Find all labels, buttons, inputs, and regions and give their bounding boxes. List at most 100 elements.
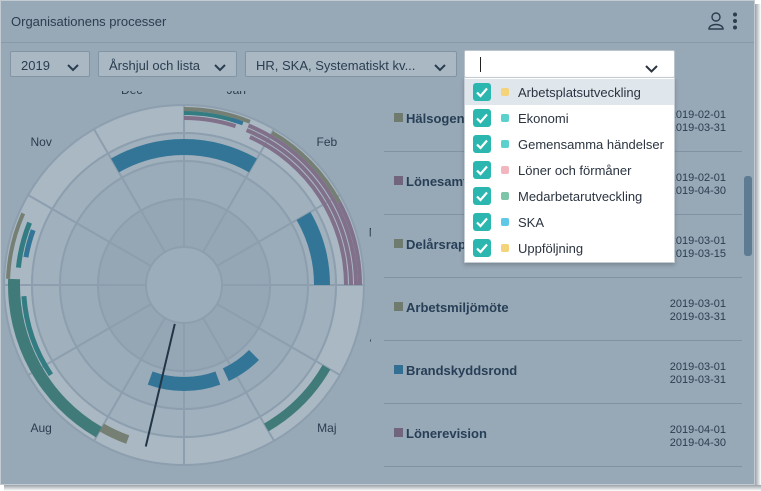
category-option-label: Medarbetarutveckling <box>518 189 643 204</box>
panel-shadow <box>4 485 761 491</box>
month-label: Nov <box>30 135 51 149</box>
process-row[interactable]: Arbetsmiljömöte 2019-03-01 2019-03-31 <box>384 278 742 341</box>
process-name[interactable]: Arbetsmiljömöte <box>406 300 509 315</box>
process-color-swatch <box>394 113 403 122</box>
process-start-date: 2019-02-01 <box>669 172 726 184</box>
kebab-menu-icon[interactable] <box>732 12 738 35</box>
text-caret <box>480 57 481 72</box>
process-row[interactable]: Lönerevision 2019-04-01 2019-04-30 <box>384 404 742 467</box>
category-option[interactable]: Löner och förmåner <box>465 157 674 183</box>
category-color-swatch <box>501 114 509 122</box>
wheel-event-arc <box>99 423 130 444</box>
process-color-swatch <box>394 365 403 374</box>
category-option[interactable]: Gemensamma händelser <box>465 131 674 157</box>
filter-toolbar: 2019 Årshjul och lista HR, SKA, Systemat… <box>1 43 754 86</box>
month-label: Dec <box>121 91 142 97</box>
wheel-event-arc <box>21 296 54 377</box>
category-color-swatch <box>501 166 509 174</box>
wheel-event-arc <box>15 221 32 268</box>
month-label: Maj <box>317 421 336 435</box>
panel-header: Organisationens processer <box>1 1 754 43</box>
checkbox-checked-icon[interactable] <box>473 213 491 231</box>
process-color-swatch <box>394 176 403 185</box>
user-icon[interactable] <box>708 12 724 35</box>
category-option[interactable]: Ekonomi <box>465 105 674 131</box>
category-option[interactable]: SKA <box>465 209 674 235</box>
wheel-event-arc <box>249 135 348 285</box>
category-option-label: Gemensamma händelser <box>518 137 664 152</box>
process-color-swatch <box>394 239 403 248</box>
category-color-swatch <box>501 192 509 200</box>
wheel-event-arc <box>7 278 102 438</box>
wheel-center <box>145 246 223 324</box>
wheel-event-arc <box>23 229 36 258</box>
process-start-date: 2019-03-01 <box>669 235 726 247</box>
category-color-swatch <box>501 244 509 252</box>
chevron-down-icon <box>67 60 79 75</box>
month-label: Feb <box>316 135 337 149</box>
process-name[interactable]: Brandskyddsrond <box>406 363 518 378</box>
wheel-event-arc <box>247 123 358 285</box>
wheel-event-arc <box>222 350 259 382</box>
process-start-date: 2019-03-01 <box>669 361 726 373</box>
scrollbar-thumb[interactable] <box>744 176 752 256</box>
chevron-down-icon[interactable] <box>645 60 658 78</box>
view-select-value: Årshjul och lista <box>109 58 201 73</box>
checkbox-checked-icon[interactable] <box>473 239 491 257</box>
wheel-event-arc <box>6 212 26 279</box>
wheel-event-arc <box>337 201 362 285</box>
checkbox-checked-icon[interactable] <box>473 187 491 205</box>
process-end-date: 2019-03-15 <box>669 248 726 260</box>
chevron-down-icon <box>214 60 226 75</box>
checkbox-checked-icon[interactable] <box>473 161 491 179</box>
category-option[interactable]: Medarbetarutveckling <box>465 183 674 209</box>
panel-shadow <box>755 4 761 491</box>
view-select[interactable]: Årshjul och lista <box>98 51 237 77</box>
wheel-event-arc <box>147 371 221 391</box>
checkbox-checked-icon[interactable] <box>473 135 491 153</box>
category-option[interactable]: Arbetsplatsutveckling <box>465 79 674 105</box>
category-option[interactable]: Uppföljning <box>465 235 674 261</box>
wheel-event-arc <box>184 107 251 124</box>
today-marker <box>144 323 176 447</box>
category-color-swatch <box>501 88 509 96</box>
month-label: Apr <box>370 330 371 344</box>
category-search-input[interactable] <box>464 50 675 78</box>
year-wheel[interactable]: JanFebMarAprMajJunJulAugSepOktNovDec <box>1 91 371 471</box>
panel-title: Organisationens processer <box>11 14 167 29</box>
category-option-label: Ekonomi <box>518 111 569 126</box>
wheel-event-arc <box>111 138 257 173</box>
category-filter-value: HR, SKA, Systematiskt kv... <box>256 58 416 73</box>
wheel-event-arc <box>184 116 237 129</box>
process-end-date: 2019-03-31 <box>669 311 726 323</box>
year-select-value: 2019 <box>21 58 50 73</box>
process-end-date: 2019-03-31 <box>669 374 726 386</box>
wheel-event-arc <box>296 212 330 285</box>
month-label: Jan <box>227 91 246 97</box>
process-end-date: 2019-04-30 <box>669 185 726 197</box>
category-option-label: Arbetsplatsutveckling <box>518 85 641 100</box>
process-color-swatch <box>394 428 403 437</box>
year-select[interactable]: 2019 <box>10 51 90 77</box>
process-name[interactable]: Lönerevision <box>406 426 487 441</box>
chevron-down-icon <box>434 60 446 75</box>
category-color-swatch <box>501 140 509 148</box>
wheel-event-arc <box>245 128 353 285</box>
wheel-event-arc <box>271 130 342 204</box>
checkbox-checked-icon[interactable] <box>473 109 491 127</box>
process-row[interactable]: Brandskyddsrond 2019-03-01 2019-03-31 <box>384 341 742 404</box>
category-option-label: Uppföljning <box>518 241 584 256</box>
month-label: Aug <box>30 421 51 435</box>
process-end-date: 2019-03-31 <box>669 122 726 134</box>
month-label: Mar <box>369 226 371 240</box>
category-color-swatch <box>501 218 509 226</box>
checkbox-checked-icon[interactable] <box>473 83 491 101</box>
wheel-event-arc <box>184 111 241 125</box>
category-filter-select[interactable]: HR, SKA, Systematiskt kv... <box>245 51 457 77</box>
category-option-label: Löner och förmåner <box>518 163 632 178</box>
process-color-swatch <box>394 302 403 311</box>
process-name[interactable]: Lönesamtal <box>406 174 479 189</box>
wheel-event-arc <box>264 365 331 432</box>
category-option-label: SKA <box>518 215 545 230</box>
process-start-date: 2019-04-01 <box>669 424 726 436</box>
